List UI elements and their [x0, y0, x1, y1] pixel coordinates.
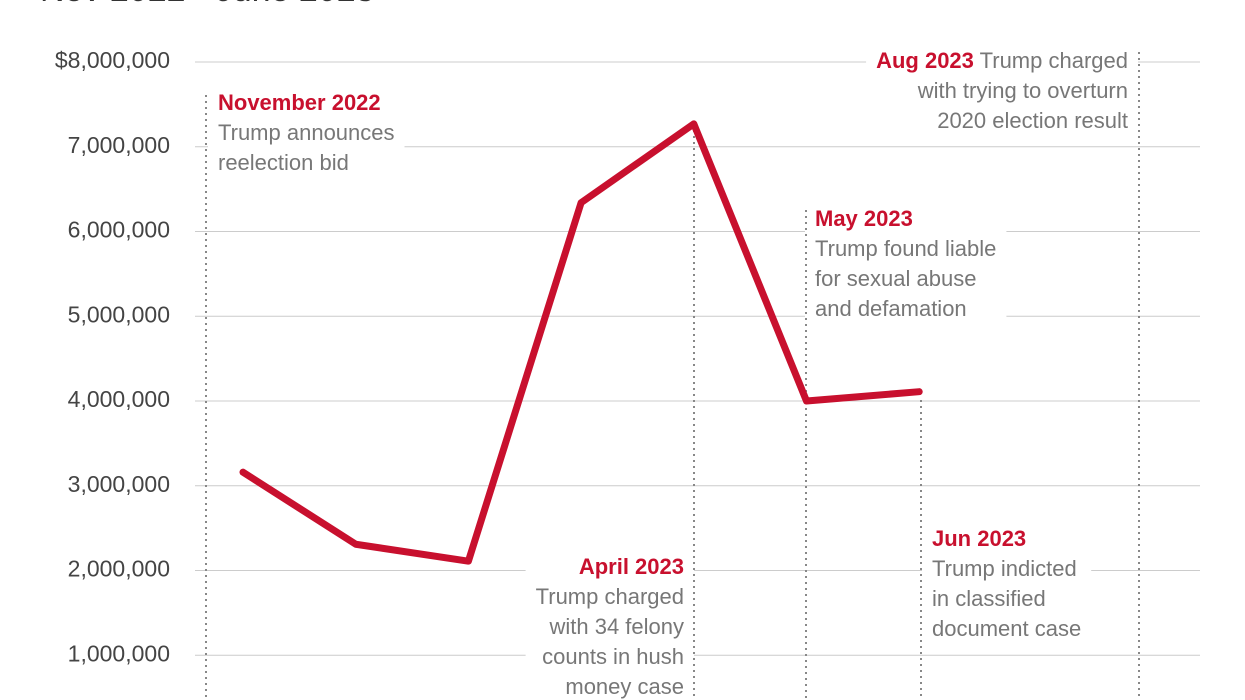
- y-tick-label: $8,000,000: [55, 47, 170, 73]
- annotation-background: [922, 519, 1092, 647]
- y-tick-label: 2,000,000: [68, 556, 170, 582]
- annotation-label: Aug 2023: [876, 48, 974, 73]
- data-line: [239, 120, 923, 565]
- annotation-background: [866, 41, 1138, 139]
- annotation-text: money case: [565, 674, 684, 699]
- annotation-text: Trump announces: [218, 120, 395, 145]
- annotation-text: Trump indicted: [932, 556, 1077, 581]
- y-tick-label: 3,000,000: [68, 471, 170, 497]
- annotation-text: Aug 2023 Trump charged: [876, 48, 1128, 73]
- annotation-lines: [205, 52, 1140, 700]
- annotation: Aug 2023 Trump charged with trying to ove…: [876, 48, 1128, 133]
- annotation: May 2023 Trump found liable for sexual abu…: [815, 206, 996, 321]
- annotation-line-text: Trump charged: [980, 48, 1128, 73]
- y-tick-label: 7,000,000: [68, 132, 170, 158]
- y-tick-label: 5,000,000: [68, 301, 170, 327]
- annotation-text: reelection bid: [218, 150, 349, 175]
- annotation: November 2022 Trump announces reelection b…: [218, 90, 395, 175]
- annotation-text: in classified: [932, 586, 1046, 611]
- annotation-background: [208, 83, 405, 181]
- annotation-label: November 2022: [218, 90, 381, 115]
- annotation-text: counts in hush: [542, 644, 684, 669]
- annotation-backgrounds: [208, 41, 1138, 700]
- annotation-text: with 34 felony: [548, 614, 684, 639]
- annotation-background: [525, 547, 694, 700]
- chart-subtitle: Nov 2022 - June 2023: [40, 0, 375, 9]
- y-tick-label: 6,000,000: [68, 217, 170, 243]
- annotation: April 2023 Trump charged with 34 felony cou…: [536, 554, 684, 699]
- annotation-text: 2020 election result: [937, 108, 1128, 133]
- annotation-text: Trump charged: [536, 584, 684, 609]
- y-tick-label: 1,000,000: [68, 640, 170, 666]
- annotation-label: Jun 2023: [932, 526, 1026, 551]
- annotation-label: April 2023: [579, 554, 684, 579]
- annotation: Jun 2023 Trump indicted in classified docum…: [932, 526, 1081, 641]
- annotation-text: Trump found liable: [815, 236, 996, 261]
- annotation-text: document case: [932, 616, 1081, 641]
- y-tick-label: 4,000,000: [68, 386, 170, 412]
- annotation-text: and defamation: [815, 296, 967, 321]
- annotation-background: [805, 199, 1007, 327]
- annotation-text: for sexual abuse: [815, 266, 976, 291]
- annotation-text: with trying to overturn: [917, 78, 1128, 103]
- annotation-label: May 2023: [815, 206, 913, 231]
